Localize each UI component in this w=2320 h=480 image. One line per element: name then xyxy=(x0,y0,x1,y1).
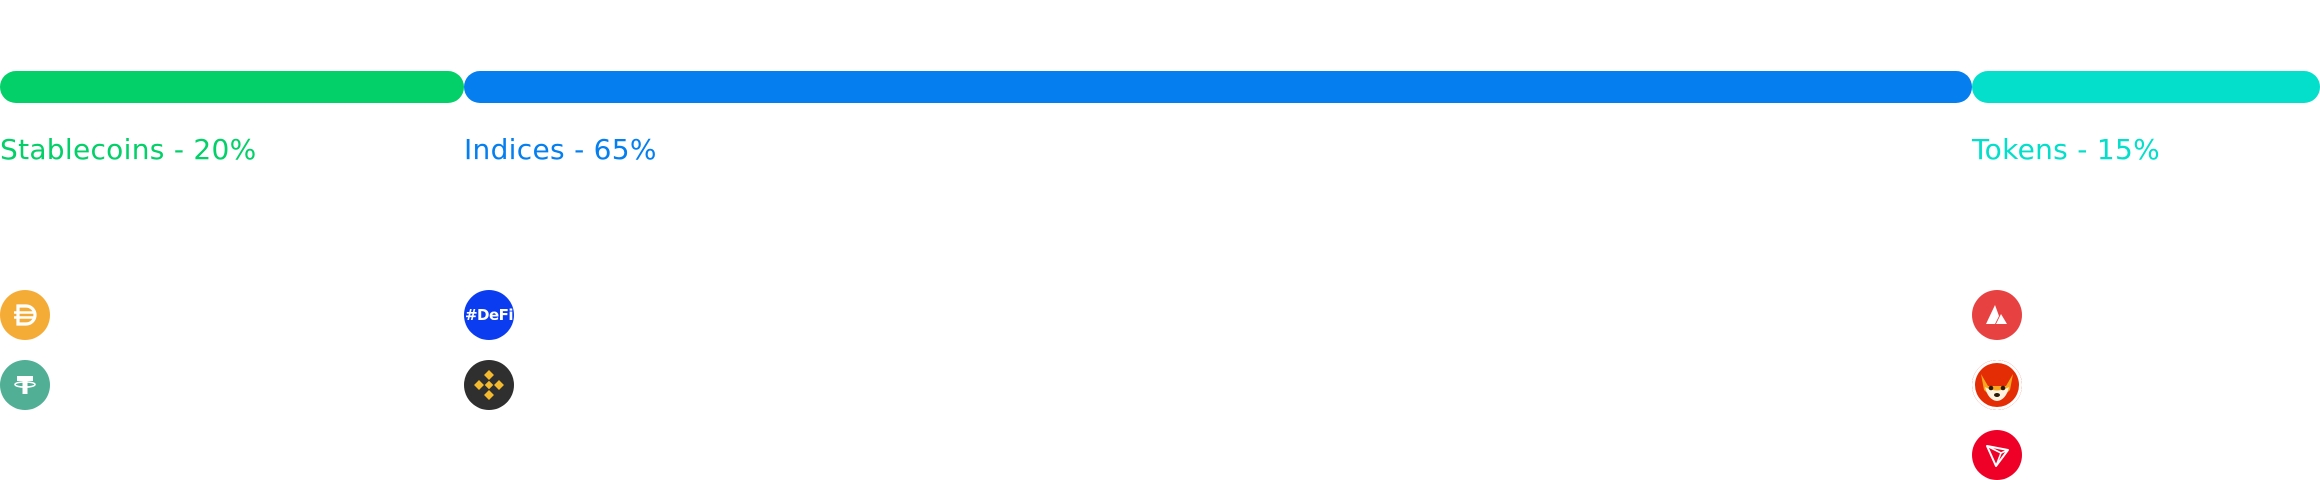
shiba-inu-icon xyxy=(1972,360,2022,410)
tether-icon xyxy=(0,360,50,410)
group-label-stablecoins: Stablecoins - 20% xyxy=(0,133,257,166)
bar-segment-indices xyxy=(464,71,1972,103)
bar-segment-stablecoins xyxy=(0,71,464,103)
group-label-indices: Indices - 65% xyxy=(464,133,657,166)
group-indices: Indices - 65% #DeFi xyxy=(464,0,1972,480)
binance-icon xyxy=(464,360,514,410)
dai-icon xyxy=(0,290,50,340)
allocation-bar xyxy=(0,71,2320,103)
bar-segment-tokens xyxy=(1972,71,2320,103)
group-tokens: Tokens - 15% xyxy=(1972,0,2320,480)
avalanche-icon xyxy=(1972,290,2022,340)
defi-index-icon: #DeFi xyxy=(464,290,514,340)
group-label-tokens: Tokens - 15% xyxy=(1972,133,2160,166)
group-stablecoins: Stablecoins - 20% xyxy=(0,0,464,480)
defi-index-label: #DeFi xyxy=(464,306,514,324)
tron-icon xyxy=(1972,430,2022,480)
